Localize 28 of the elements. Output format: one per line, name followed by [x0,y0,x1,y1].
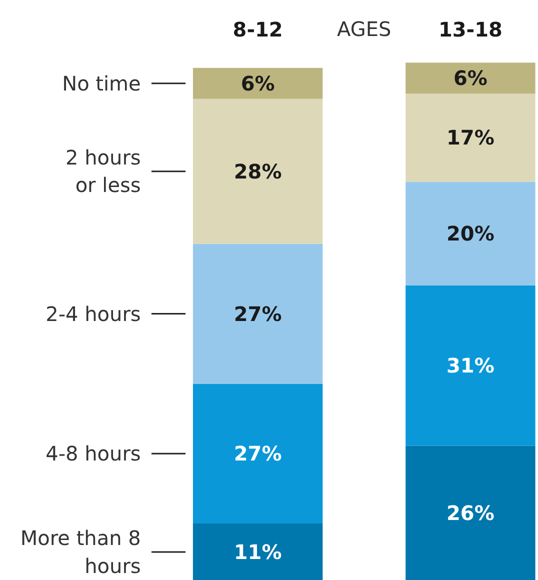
bar [192,524,323,580]
text: No time [62,71,141,96]
bar [406,94,536,182]
data-label: 20% [446,222,494,246]
bar [406,285,536,446]
data-label: 11% [234,540,282,564]
x-axis-title: AGES [337,16,392,41]
data-label: 27% [234,302,282,326]
text: More than 8 hours [20,526,141,578]
data-label: 6% [240,71,275,96]
data-label: 28% [234,159,282,184]
bar [192,98,323,244]
data-label: 31% [446,354,494,378]
data-label: 26% [446,501,494,526]
x-tick-label: 13-18 [438,17,502,42]
bar [192,68,323,99]
text: 2 hours or less [66,146,141,198]
text: 4-8 hours [46,442,141,466]
bar [406,62,536,94]
bar [406,446,536,580]
data-label: 6% [453,66,488,90]
bar [192,244,323,384]
data-label: 17% [446,126,494,150]
bar [192,384,323,524]
bar [406,182,536,286]
x-tick-label: 8-12 [232,17,283,42]
text: 2-4 hours [46,302,141,326]
data-label: 27% [234,442,282,466]
